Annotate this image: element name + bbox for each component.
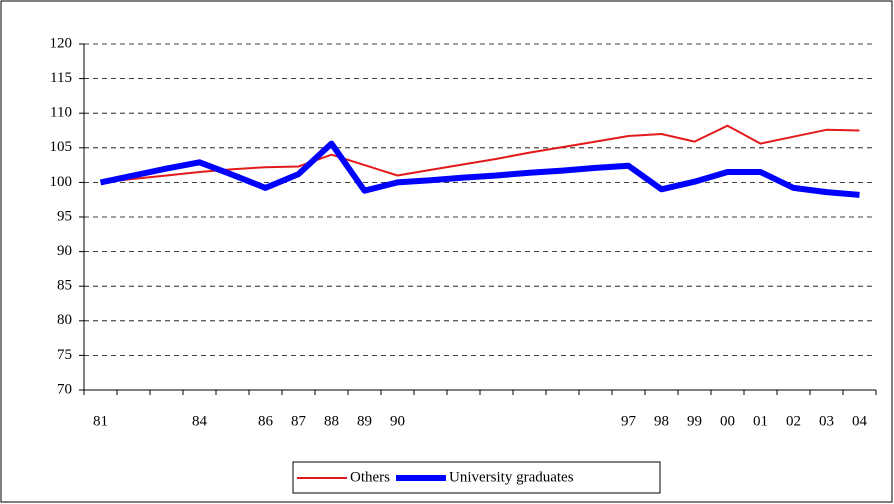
legend: Others University graduates — [292, 461, 661, 494]
x-tick-label: 03 — [819, 413, 834, 429]
series-line — [99, 140, 860, 198]
y-tick-label: 95 — [57, 208, 72, 224]
y-tick-label: 70 — [57, 381, 72, 397]
legend-box — [292, 461, 661, 494]
y-tick-label: 115 — [50, 70, 72, 86]
x-tick-label: 90 — [390, 413, 405, 429]
x-tick-label: 88 — [324, 413, 339, 429]
y-tick-label: 90 — [57, 243, 72, 259]
x-tick-label: 01 — [753, 413, 768, 429]
x-tick-label: 86 — [258, 413, 274, 429]
x-tick-label: 81 — [93, 413, 108, 429]
x-tick-label: 02 — [786, 413, 801, 429]
y-tick-label: 85 — [57, 278, 72, 294]
x-tick-label: 87 — [291, 413, 307, 429]
y-tick-label: 105 — [50, 139, 73, 155]
y-tick-label: 75 — [57, 347, 72, 363]
y-tick-label: 100 — [50, 174, 73, 190]
x-tick-label: 99 — [687, 413, 702, 429]
x-tick-label: 04 — [852, 413, 868, 429]
legend-label: Others — [350, 469, 390, 485]
x-tick-label: 00 — [720, 413, 735, 429]
y-tick-label: 110 — [50, 105, 72, 121]
legend-label: University graduates — [449, 469, 574, 485]
y-tick-label: 80 — [57, 312, 72, 328]
x-tick-label: 98 — [654, 413, 669, 429]
x-tick-label: 97 — [621, 413, 637, 429]
y-tick-label: 120 — [50, 35, 73, 51]
x-tick-label: 89 — [357, 413, 372, 429]
x-tick-label: 84 — [192, 413, 208, 429]
